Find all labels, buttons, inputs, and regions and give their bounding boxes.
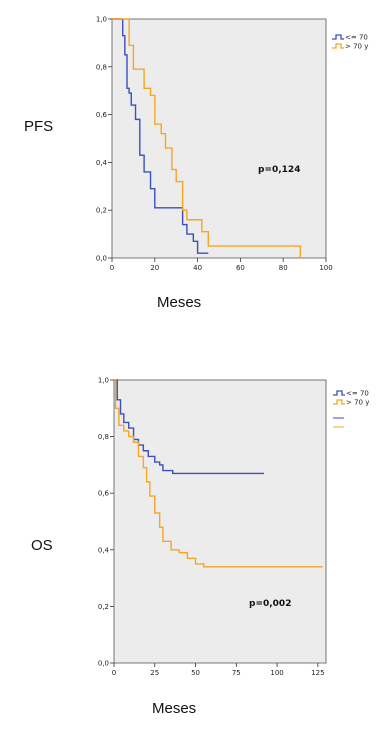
pfs-plot-area (111, 18, 327, 259)
os-legend-entry: <= 70 (346, 390, 369, 398)
pfs-legend-swatch (332, 34, 344, 40)
pfs-ytick-label: 0,4 (96, 159, 108, 167)
pfs-legend-swatch (332, 43, 344, 49)
pfs-ytick-label: 0,8 (96, 63, 107, 71)
pfs-pvalue: p=0,124 (258, 165, 300, 175)
pfs-xtick-label: 0 (110, 264, 114, 272)
pfs-ytick-label: 0,6 (96, 111, 108, 119)
os-xtick-label: 125 (311, 669, 324, 677)
pfs-series-le70-line (112, 18, 209, 254)
os-legend-entry: > 70 y (346, 399, 369, 407)
pfs-xtick-label: 80 (279, 264, 288, 272)
os-legend-swatch (333, 390, 345, 396)
os-ytick-label: 0,6 (98, 490, 110, 498)
os-xtick-label: 0 (112, 669, 116, 677)
pfs-xtick-label: 100 (319, 264, 332, 272)
pfs-xlabel: Meses (157, 294, 202, 311)
os-series-le70-line (114, 379, 265, 475)
pfs-xtick-label: 40 (193, 264, 202, 272)
pfs-xtick-label: 60 (236, 264, 245, 272)
os-plot-area (113, 379, 327, 664)
pfs-legend-entry: <= 70 (345, 34, 368, 42)
os-xtick-label: 50 (191, 669, 200, 677)
os-panel-label: OS (31, 537, 53, 554)
os-xtick-label: 25 (150, 669, 159, 677)
pfs-ytick-label: 0,2 (96, 207, 107, 215)
pfs-ytick-label: 1,0 (96, 16, 107, 24)
os-ytick-label: 0,4 (98, 546, 110, 554)
pfs-panel-label: PFS (24, 118, 54, 135)
os-pvalue: p=0,002 (249, 599, 291, 609)
pfs-ytick-label: 0,0 (96, 255, 107, 263)
os-xtick-label: 100 (270, 669, 283, 677)
os-series-gt70-line (114, 379, 323, 568)
os-xlabel: Meses (152, 700, 197, 717)
os-ytick-label: 1,0 (98, 377, 109, 385)
os-xtick-label: 75 (232, 669, 241, 677)
os-ytick-label: 0,8 (98, 433, 109, 441)
pfs-legend-entry: > 70 y (345, 43, 368, 51)
pfs-xtick-label: 20 (150, 264, 159, 272)
os-ytick-label: 0,2 (98, 603, 109, 611)
pfs-series-gt70-line (112, 18, 302, 258)
os-legend-swatch (333, 399, 345, 405)
os-ytick-label: 0,0 (98, 660, 109, 668)
